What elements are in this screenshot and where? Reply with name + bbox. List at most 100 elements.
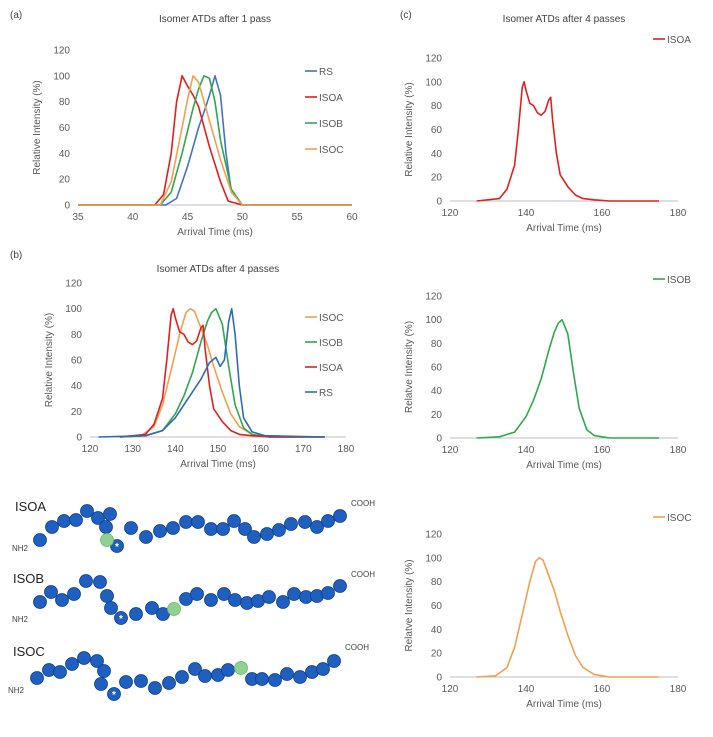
residue-bead [148, 681, 162, 695]
x-tick-label: 140 [518, 445, 535, 456]
x-tick-label: 180 [670, 445, 687, 456]
peptide-name: ISOC [13, 644, 45, 659]
residue-bead [45, 520, 59, 534]
peptide-isob: ISOB NH2 COOH * [12, 570, 375, 625]
n-terminus-label: NH2 [8, 686, 25, 695]
residue-bead [134, 674, 148, 688]
series-line-isob [78, 75, 352, 206]
x-tick-label: 180 [670, 684, 687, 695]
residue-bead [162, 676, 176, 690]
y-tick-label: 120 [425, 54, 442, 65]
legend-label-isob: ISOB [667, 275, 691, 286]
residue-bead [65, 657, 79, 671]
x-tick-label: 60 [346, 212, 358, 223]
residue-bead [260, 527, 274, 541]
residue-bead [238, 522, 252, 536]
y-tick-label: 40 [431, 149, 443, 160]
residue-bead [280, 667, 294, 681]
chart-c1: Isomer ATDs after 4 passes 0 20 40 60 80 100 12… [404, 14, 691, 234]
y-tick-label: 60 [431, 125, 443, 136]
x-tick-label: 40 [127, 212, 139, 223]
y-tick-label: 100 [65, 304, 82, 315]
x-tick-label: 45 [182, 212, 194, 223]
x-tick-label: 120 [442, 684, 459, 695]
legend-label-isoa: ISOA [319, 93, 343, 104]
residue-bead [166, 521, 180, 535]
legend-label-rs: RS [319, 67, 333, 78]
residue-bead [67, 587, 81, 601]
y-tick-label: 20 [431, 173, 443, 184]
residue-bead [276, 595, 290, 609]
chart-title: Isomer ATDs after 4 passes [503, 14, 626, 25]
residue-bead [272, 523, 286, 537]
residue-bead [227, 514, 241, 528]
residue-bead [53, 665, 67, 679]
x-tick-label: 160 [594, 445, 611, 456]
panel-label-a: (a) [10, 10, 22, 21]
c-terminus-label: COOH [345, 643, 369, 652]
y-axis-label: Relative Intensity (%) [44, 313, 55, 407]
panel-label-b: (b) [10, 250, 22, 261]
y-tick-label: 120 [65, 279, 82, 290]
residue-bead [190, 587, 204, 601]
y-tick-label: 80 [59, 97, 71, 108]
y-tick-label: 20 [431, 649, 443, 660]
chart-a: Isomer ATDs after 1 pass 0 20 40 60 80 100 120 3… [32, 14, 358, 238]
y-tick-label: 100 [425, 553, 442, 564]
x-axis-label: Arrival Time (ms) [180, 459, 256, 470]
chart-c3: 0 20 40 60 80 100 120 120 140 160 180 Arrival Time … [404, 513, 691, 710]
y-tick-label: 80 [71, 330, 83, 341]
x-tick-label: 120 [442, 208, 459, 219]
residue-bead [221, 663, 235, 677]
y-tick-label: 60 [431, 601, 443, 612]
y-tick-label: 100 [425, 77, 442, 88]
residue-bead [333, 509, 347, 523]
y-tick-label: 60 [59, 123, 71, 134]
residue-bead [145, 601, 159, 615]
y-tick-label: 40 [71, 381, 83, 392]
series-line-rs [98, 307, 325, 438]
x-tick-label: 170 [295, 444, 312, 455]
residue-bead [97, 664, 111, 678]
x-axis-label: Arrival Time (ms) [526, 223, 602, 234]
residue-bead [287, 587, 301, 601]
y-tick-label: 60 [431, 363, 443, 374]
series-line-isob [476, 318, 659, 439]
residue-bead [298, 515, 312, 529]
y-tick-label: 0 [436, 434, 442, 445]
series-line-isoc [476, 557, 659, 678]
y-tick-label: 20 [71, 407, 83, 418]
residue-bead [80, 504, 94, 518]
y-tick-label: 20 [59, 175, 71, 186]
residue-bead [57, 514, 71, 528]
residue-bead [114, 611, 128, 625]
legend-label-isob: ISOB [319, 119, 343, 130]
residue-bead [119, 675, 133, 689]
modified-residue-bead [167, 602, 181, 616]
peptide-name: ISOA [15, 499, 46, 514]
residue-bead [228, 593, 242, 607]
x-tick-label: 180 [338, 444, 355, 455]
residue-bead [191, 515, 205, 529]
y-tick-label: 0 [64, 201, 70, 212]
chart-title: Isomer ATDs after 4 passes [157, 264, 280, 275]
x-axis-label: Arrival Time (ms) [526, 460, 602, 471]
peptide-isoc: ISOC NH2 COOH * [8, 643, 369, 701]
legend-label-isoc: ISOC [319, 145, 343, 156]
y-tick-label: 40 [59, 149, 71, 160]
residue-bead [316, 662, 330, 676]
series-line-isoa [119, 307, 325, 438]
residue-bead [139, 530, 153, 544]
y-tick-label: 120 [425, 530, 442, 541]
residue-bead [103, 507, 117, 521]
modification-star: * [115, 542, 119, 553]
modified-residue-bead [100, 533, 114, 547]
y-axis-label: Relatve Intensity (%) [404, 321, 415, 413]
y-tick-label: 40 [431, 625, 443, 636]
chart-title: Isomer ATDs after 1 pass [159, 14, 271, 25]
y-tick-label: 80 [431, 101, 443, 112]
residue-bead [321, 586, 335, 600]
y-tick-label: 40 [431, 386, 443, 397]
modified-residue-bead [234, 661, 248, 675]
